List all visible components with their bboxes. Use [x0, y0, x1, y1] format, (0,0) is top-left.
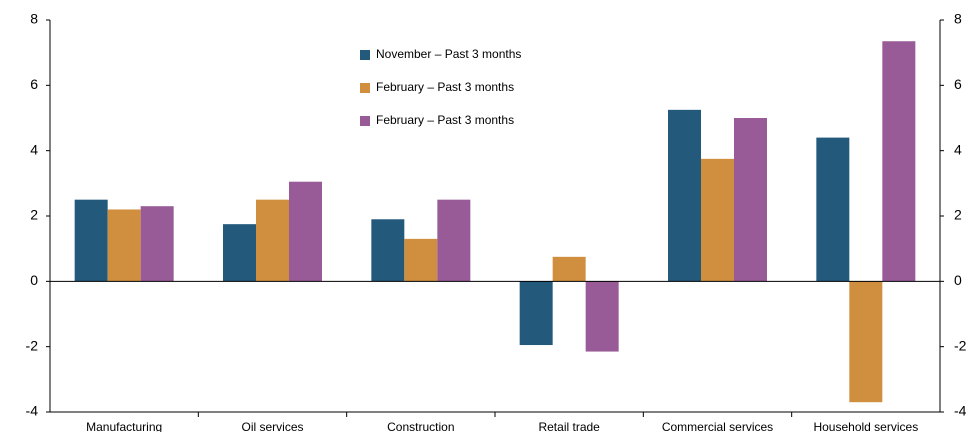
- y-tick-label: -4: [26, 403, 39, 419]
- legend-swatch: [360, 116, 370, 126]
- legend-label: November – Past 3 months: [376, 47, 521, 61]
- y2-tick-label: 8: [954, 11, 962, 27]
- x-tick-label: Household services: [813, 420, 918, 432]
- bar: [74, 199, 108, 282]
- y2-tick-label: 0: [954, 272, 962, 288]
- bar: [289, 181, 322, 282]
- y-tick-label: -2: [26, 337, 39, 353]
- bar: [404, 238, 438, 282]
- bar: [668, 109, 701, 282]
- legend-swatch: [360, 50, 370, 60]
- x-tick-label: Retail trade: [538, 420, 600, 432]
- legend-swatch: [360, 83, 370, 93]
- x-tick-label: Oil services: [241, 420, 303, 432]
- y2-tick-label: 2: [954, 207, 962, 223]
- bar: [437, 199, 471, 282]
- bar: [107, 209, 141, 282]
- y2-tick-label: -4: [954, 403, 967, 419]
- legend-label: February – Past 3 months: [376, 113, 514, 127]
- y2-tick-label: 6: [954, 76, 962, 92]
- bar: [734, 118, 767, 282]
- bar: [140, 206, 174, 282]
- bar: [223, 224, 256, 282]
- y-tick-label: 8: [30, 11, 38, 27]
- y2-tick-label: -2: [954, 337, 967, 353]
- bar: [701, 158, 734, 282]
- x-tick-label: Manufacturing: [86, 420, 162, 432]
- y2-tick-label: 4: [954, 141, 962, 157]
- x-tick-label: Commercial services: [662, 420, 773, 432]
- bar: [882, 41, 916, 282]
- bar: [849, 281, 883, 403]
- y-tick-label: 6: [30, 76, 38, 92]
- bar: [371, 219, 405, 282]
- y-tick-label: 0: [30, 272, 38, 288]
- bar: [816, 137, 850, 282]
- bar: [256, 199, 289, 282]
- legend-label: February – Past 3 months: [376, 80, 514, 94]
- y-tick-label: 4: [30, 141, 38, 157]
- y-tick-label: 2: [30, 207, 38, 223]
- x-tick-label: Construction: [387, 420, 454, 432]
- bar: [585, 281, 619, 352]
- bar: [519, 281, 553, 346]
- bar: [552, 256, 586, 282]
